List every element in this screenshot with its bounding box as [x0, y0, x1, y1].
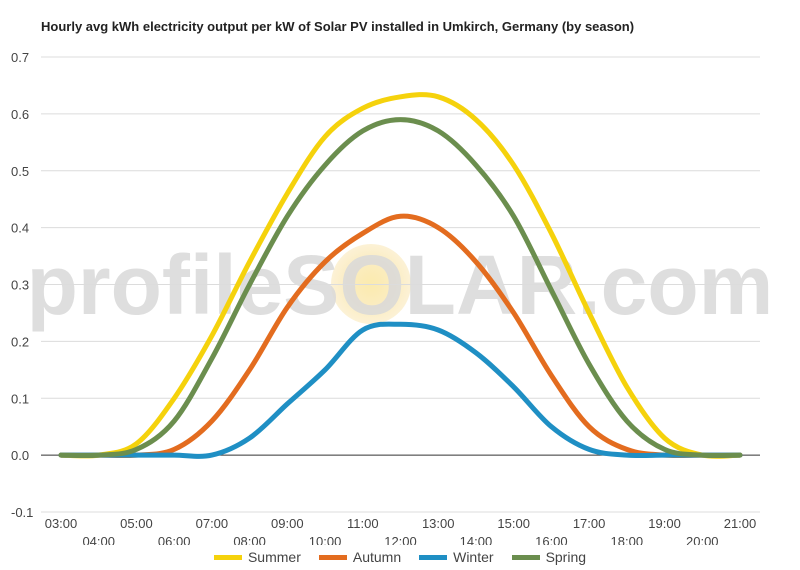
y-tick-label: 0.4: [11, 221, 29, 236]
series-line-winter: [58, 321, 743, 459]
y-tick-label: 0.3: [11, 278, 29, 293]
x-tick-label: 18:00: [611, 534, 644, 545]
x-tick-label: 03:00: [45, 516, 78, 531]
series-line-autumn: [58, 213, 743, 459]
x-tick-label: 06:00: [158, 534, 191, 545]
x-tick-label: 04:00: [82, 534, 115, 545]
y-axis: 0.7 0.6 0.5 0.4 0.3 0.2 0.1 0.0 -0.1: [11, 50, 33, 520]
legend-label: Spring: [545, 549, 587, 565]
y-tick-label: 0.0: [11, 448, 29, 463]
series-lines: [58, 92, 743, 459]
y-tick-label: 0.5: [11, 164, 29, 179]
chart-title: Hourly avg kWh electricity output per kW…: [41, 19, 635, 34]
line-chart: 0.70.60.50.40.30.20.10.0-0.1 03:0004:000…: [11, 50, 760, 545]
x-tick-label: 12:00: [384, 534, 417, 545]
legend: Summer Autumn Winter Spring: [0, 549, 800, 565]
x-tick-label: 15:00: [497, 516, 530, 531]
legend-label: Autumn: [352, 549, 402, 565]
y-tick-label: -0.1: [11, 505, 33, 520]
legend-swatch: [511, 554, 540, 560]
legend-item-summer[interactable]: Summer: [213, 549, 301, 565]
x-tick-label: 16:00: [535, 534, 568, 545]
x-tick-label: 05:00: [120, 516, 153, 531]
x-tick-label: 19:00: [648, 516, 681, 531]
legend-swatch: [213, 554, 242, 560]
legend-label: Winter: [453, 549, 494, 565]
x-axis: 03:00 04:00 05:00 06:00 07:00 08:00 09:00 10:00…: [45, 516, 757, 545]
legend-item-autumn[interactable]: Autumn: [318, 549, 402, 565]
x-tick-label: 17:00: [573, 516, 606, 531]
x-tick-label: 09:00: [271, 516, 304, 531]
y-tick-label: 0.7: [11, 50, 29, 65]
x-tick-label: 13:00: [422, 516, 455, 531]
series-line-summer: [58, 92, 743, 459]
x-tick-label: 10:00: [309, 534, 342, 545]
y-tick-label: 0.2: [11, 334, 29, 349]
legend-item-spring[interactable]: Spring: [511, 549, 587, 565]
legend-item-winter[interactable]: Winter: [419, 549, 494, 565]
x-tick-label: 11:00: [347, 516, 379, 531]
legend-swatch: [419, 554, 448, 560]
legend-label: Summer: [247, 549, 301, 565]
legend-swatch: [318, 554, 347, 560]
x-tick-label: 20:00: [686, 534, 719, 545]
y-tick-label: 0.6: [11, 107, 29, 122]
x-tick-label: 07:00: [196, 516, 229, 531]
x-tick-label: 21:00: [724, 516, 757, 531]
series-line-spring: [58, 117, 743, 459]
x-tick-label: 14:00: [460, 534, 493, 545]
y-tick-label: 0.1: [11, 391, 29, 406]
x-tick-label: 08:00: [233, 534, 266, 545]
